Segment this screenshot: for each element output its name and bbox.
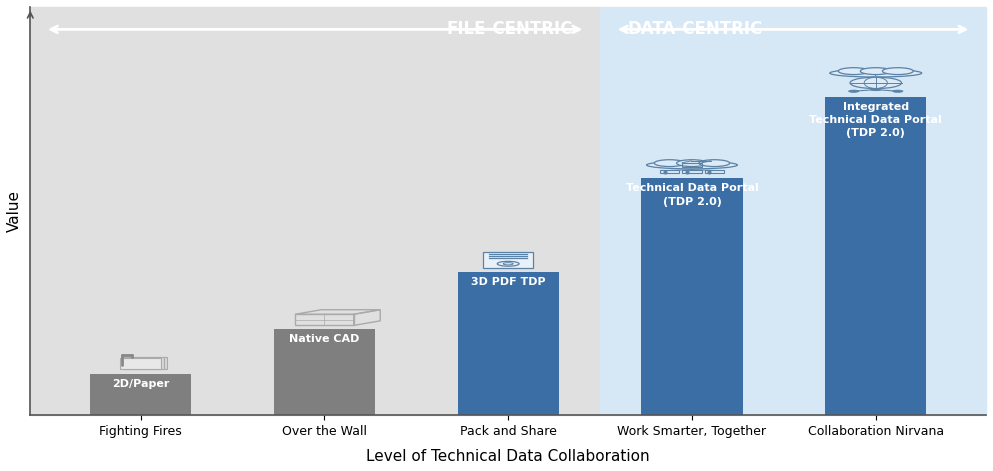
Circle shape bbox=[850, 77, 902, 89]
Text: Technical Data Portal
(TDP 2.0): Technical Data Portal (TDP 2.0) bbox=[626, 183, 759, 206]
Circle shape bbox=[860, 68, 891, 74]
Circle shape bbox=[849, 90, 859, 92]
Circle shape bbox=[883, 68, 914, 74]
Text: DATA-CENTRIC: DATA-CENTRIC bbox=[628, 20, 763, 39]
Bar bbox=[825, 97, 926, 415]
Circle shape bbox=[699, 160, 730, 167]
Text: Integrated
Technical Data Portal
(TDP 2.0): Integrated Technical Data Portal (TDP 2.… bbox=[809, 102, 942, 138]
Bar bbox=[120, 358, 161, 369]
Bar bbox=[682, 171, 702, 173]
Bar bbox=[600, 7, 986, 415]
Text: 2D/Paper: 2D/Paper bbox=[112, 379, 169, 390]
Bar bbox=[30, 7, 600, 415]
Text: Native CAD: Native CAD bbox=[289, 334, 359, 344]
Text: FILE-CENTRIC: FILE-CENTRIC bbox=[446, 20, 573, 39]
Bar bbox=[274, 330, 375, 415]
Bar bbox=[705, 171, 724, 173]
Bar bbox=[124, 357, 164, 369]
Circle shape bbox=[871, 89, 881, 91]
Bar bbox=[659, 171, 679, 173]
Circle shape bbox=[893, 90, 903, 92]
Bar bbox=[458, 272, 559, 415]
Y-axis label: Value: Value bbox=[7, 190, 22, 232]
Bar bbox=[682, 163, 702, 167]
Circle shape bbox=[838, 68, 869, 74]
Bar bbox=[90, 374, 191, 415]
X-axis label: Level of Technical Data Collaboration: Level of Technical Data Collaboration bbox=[366, 449, 650, 464]
Bar bbox=[484, 252, 533, 268]
Ellipse shape bbox=[646, 161, 738, 169]
Bar bbox=[641, 179, 743, 415]
Text: 3D PDF TDP: 3D PDF TDP bbox=[471, 277, 545, 287]
Ellipse shape bbox=[830, 69, 922, 77]
Bar bbox=[127, 357, 167, 369]
Circle shape bbox=[654, 160, 685, 167]
Circle shape bbox=[676, 160, 707, 167]
